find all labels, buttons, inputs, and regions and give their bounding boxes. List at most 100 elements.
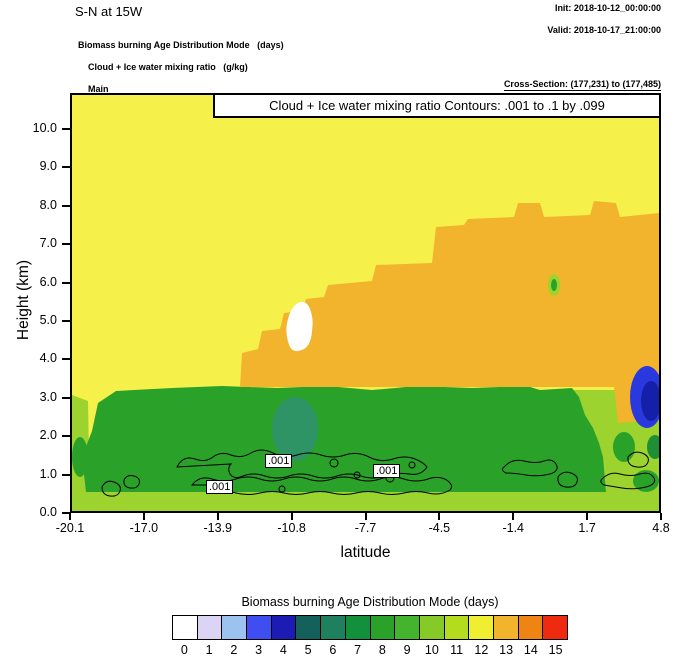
colorbar-cell bbox=[469, 616, 494, 639]
y-tick-mark bbox=[62, 512, 70, 514]
y-tick-mark bbox=[62, 166, 70, 169]
colorbar bbox=[172, 615, 568, 640]
colorbar-tick: 1 bbox=[205, 643, 213, 657]
colorbar-tick: 11 bbox=[450, 643, 464, 657]
colorbar-cell bbox=[395, 616, 420, 639]
colorbar-tick: 3 bbox=[255, 643, 263, 657]
page-title: S-N at 15W bbox=[75, 4, 143, 19]
contour-label: .001 bbox=[373, 464, 401, 478]
y-tick-label: 4.0 bbox=[39, 351, 57, 366]
colorbar-cell bbox=[518, 616, 544, 639]
field-legend: Biomass burning Age Distribution Mode (d… bbox=[78, 40, 284, 95]
colorbar-cell bbox=[197, 616, 223, 639]
x-tick-mark bbox=[660, 513, 662, 520]
y-tick-mark bbox=[62, 128, 70, 130]
y-tick-mark bbox=[62, 320, 70, 322]
colorbar-tick: 7 bbox=[354, 643, 362, 657]
run-times: Init: 2018-10-12_00:00:00 Valid: 2018-10… bbox=[537, 3, 661, 36]
colorbar-cell bbox=[222, 616, 248, 639]
contour-label: .001 bbox=[265, 454, 293, 468]
contour-lines bbox=[101, 449, 656, 497]
colorbar-tick-labels: 0 1 2 3 4 5 6 7 8 9 10 11 12 13 14 15 bbox=[172, 643, 568, 657]
x-axis: -20.1 -17.0 -13.9 -10.8 -7.7 -4.5 -1.4 1.7 4.8 bbox=[56, 513, 670, 541]
y-tick-mark bbox=[62, 204, 70, 207]
y-tick-mark bbox=[62, 358, 70, 361]
cross-section-label: Cross-Section: (177,231) to (177,485) bbox=[503, 79, 661, 91]
colorbar-tick: 5 bbox=[304, 643, 312, 657]
x-tick-label: -1.4 bbox=[502, 521, 525, 535]
region-green-blob bbox=[613, 432, 635, 462]
y-tick-mark bbox=[62, 396, 70, 399]
y-axis: 10.0 9.0 8.0 7.0 6.0 5.0 4.0 3.0 2.0 1.0 0.0 bbox=[0, 93, 70, 519]
x-tick-mark bbox=[69, 513, 71, 520]
colorbar-cell bbox=[493, 616, 519, 639]
colorbar-tick: 14 bbox=[523, 643, 538, 657]
colorbar-cell bbox=[444, 616, 470, 639]
x-tick-label: -7.7 bbox=[354, 521, 377, 535]
y-tick-label: 9.0 bbox=[39, 159, 57, 174]
y-tick-label: 6.0 bbox=[39, 274, 57, 289]
colorbar-cell bbox=[419, 616, 445, 639]
colorbar-title: Biomass burning Age Distribution Mode (d… bbox=[241, 595, 499, 609]
colorbar-cell bbox=[345, 616, 371, 639]
x-tick-label: -4.5 bbox=[428, 521, 451, 535]
y-tick-label: 5.0 bbox=[39, 313, 57, 327]
x-tick-label: 1.7 bbox=[578, 521, 596, 535]
region-orange-plume bbox=[240, 201, 659, 423]
region-green-band bbox=[82, 386, 606, 492]
x-axis-title: latitude bbox=[340, 544, 391, 561]
region-blue-patch-core bbox=[641, 381, 659, 421]
colorbar-cell bbox=[296, 616, 322, 639]
region-green-blob bbox=[647, 435, 659, 459]
colorbar-cell bbox=[370, 616, 396, 639]
contour-label: .001 bbox=[206, 480, 234, 494]
y-tick-label: 10.0 bbox=[32, 121, 57, 135]
x-tick-mark bbox=[364, 513, 367, 520]
colorbar-tick: 15 bbox=[548, 643, 563, 657]
y-tick-mark bbox=[62, 473, 70, 476]
y-tick-mark bbox=[62, 281, 70, 284]
filled-contour-plot bbox=[72, 95, 659, 511]
y-tick-label: 7.0 bbox=[39, 236, 57, 251]
y-tick-label: 2.0 bbox=[39, 428, 57, 443]
region-white-patch bbox=[286, 301, 313, 352]
region-green-speck-core bbox=[551, 279, 557, 291]
colorbar-cell bbox=[271, 616, 297, 639]
x-tick-mark bbox=[586, 513, 589, 520]
region-lightgreen-surface bbox=[72, 492, 659, 511]
region-green-blob bbox=[72, 437, 88, 477]
colorbar-tick: 8 bbox=[378, 643, 386, 657]
region-teal-patch bbox=[272, 397, 318, 461]
y-tick-label: 0.0 bbox=[39, 505, 57, 519]
colorbar-tick: 0 bbox=[180, 643, 188, 657]
y-tick-label: 3.0 bbox=[39, 389, 57, 404]
y-tick-mark bbox=[62, 243, 70, 246]
colorbar-cell bbox=[321, 616, 346, 639]
colorbar-tick: 4 bbox=[279, 643, 287, 657]
x-tick-label: -17.0 bbox=[129, 521, 159, 535]
x-tick-mark bbox=[512, 513, 515, 520]
colorbar-tick: 2 bbox=[230, 643, 238, 657]
init-time: Init: 2018-10-12_00:00:00 bbox=[554, 3, 661, 13]
field-line-contour: Cloud + Ice water mixing ratio (g/kg) bbox=[88, 62, 248, 72]
field-line-fill: Biomass burning Age Distribution Mode (d… bbox=[78, 40, 284, 50]
colorbar-cell bbox=[543, 616, 567, 639]
x-tick-label: -20.1 bbox=[55, 521, 85, 535]
valid-time: Valid: 2018-10-17_21:00:00 bbox=[547, 25, 661, 35]
x-tick-mark bbox=[142, 513, 145, 520]
colorbar-tick: 13 bbox=[499, 643, 514, 657]
x-tick-mark bbox=[216, 513, 219, 520]
x-tick-mark bbox=[438, 513, 441, 520]
colorbar-tick: 6 bbox=[329, 643, 337, 657]
colorbar-tick: 9 bbox=[403, 643, 411, 657]
y-tick-label: 8.0 bbox=[39, 197, 57, 212]
x-tick-label: -13.9 bbox=[203, 521, 233, 535]
plot-inner-title: Cloud + Ice water mixing ratio Contours:… bbox=[213, 95, 659, 118]
y-tick-label: 1.0 bbox=[39, 466, 57, 481]
colorbar-cell bbox=[247, 616, 272, 639]
colorbar-tick: 10 bbox=[424, 643, 439, 657]
x-tick-label: -10.8 bbox=[277, 521, 306, 535]
field-line-grid: Main bbox=[88, 84, 109, 94]
y-tick-mark bbox=[62, 435, 70, 438]
